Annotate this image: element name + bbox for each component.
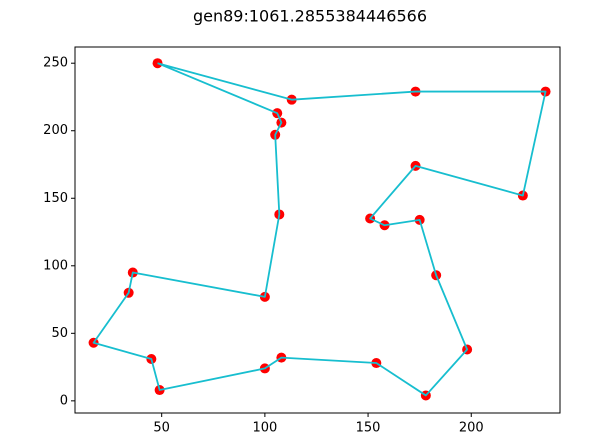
y-tick-label: 50 <box>51 326 68 341</box>
y-tick-label: 150 <box>43 191 68 206</box>
data-points <box>88 58 551 401</box>
series-line <box>92 62 547 397</box>
route-lines <box>92 62 547 397</box>
x-tick-label: 150 <box>356 421 381 436</box>
x-tick-label: 100 <box>252 421 277 436</box>
x-axis: 50 100 150 200 <box>153 413 484 436</box>
y-tick-label: 200 <box>43 123 68 138</box>
plot-frame <box>74 46 561 414</box>
y-tick-label: 100 <box>43 258 68 273</box>
y-tick-label: 0 <box>60 393 68 408</box>
y-tick-label: 250 <box>43 56 68 71</box>
chart-title: gen89:1061.2855384446566 <box>193 7 427 26</box>
y-axis: 0 50 100 150 200 250 <box>43 56 75 408</box>
x-tick-label: 200 <box>459 421 484 436</box>
x-tick-label: 50 <box>153 421 170 436</box>
